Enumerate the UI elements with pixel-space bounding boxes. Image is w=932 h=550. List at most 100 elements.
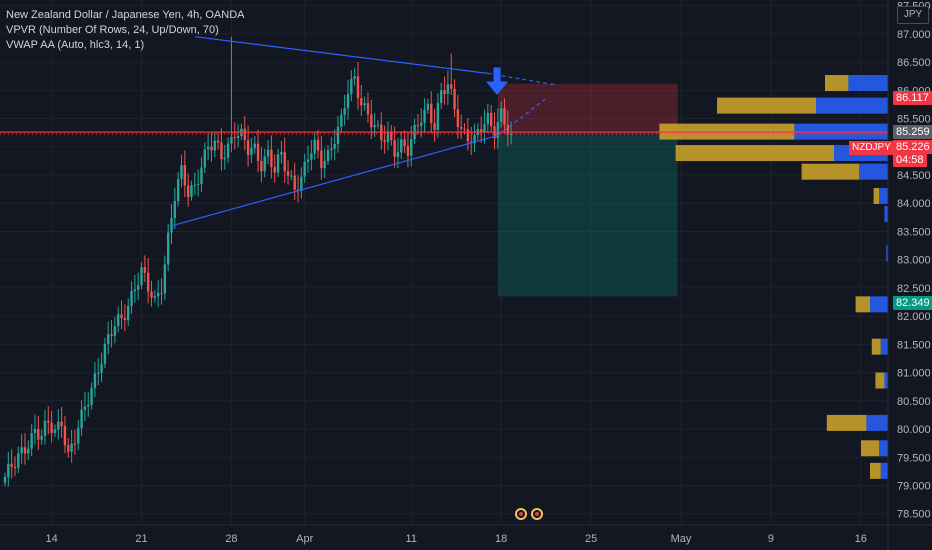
candle xyxy=(213,140,216,151)
volume-bar-up xyxy=(879,187,888,204)
event-icon[interactable] xyxy=(515,508,527,520)
price-tag-lower: 82.349 xyxy=(893,296,932,310)
candle xyxy=(270,149,273,168)
candle xyxy=(266,149,270,157)
x-tick-label: 14 xyxy=(45,533,57,545)
x-tick-label: 25 xyxy=(585,533,597,545)
candle xyxy=(223,157,226,160)
volume-bar-up xyxy=(884,372,888,389)
x-tick-label: 28 xyxy=(225,533,237,545)
volume-bar-up xyxy=(866,414,888,431)
volume-bar-down xyxy=(861,440,879,457)
candle xyxy=(323,160,326,169)
candle xyxy=(93,373,97,389)
candle xyxy=(486,112,490,125)
candle xyxy=(410,139,413,156)
candle xyxy=(313,139,316,154)
candle xyxy=(250,147,253,156)
vpvr-indicator-label[interactable]: VPVR (Number Of Rows, 24, Up/Down, 70) xyxy=(6,24,219,36)
candle xyxy=(190,185,193,197)
event-icon[interactable] xyxy=(531,508,543,520)
candle xyxy=(350,78,353,95)
candle xyxy=(340,114,343,127)
candle xyxy=(130,291,133,306)
candle xyxy=(186,185,190,197)
volume-bar-down xyxy=(675,145,834,162)
candle xyxy=(489,112,493,127)
candle xyxy=(293,175,296,190)
candle xyxy=(353,76,356,79)
candle xyxy=(123,317,127,321)
candle xyxy=(53,429,57,434)
candle xyxy=(430,103,433,124)
candle xyxy=(97,372,100,374)
candle xyxy=(40,435,43,440)
volume-bar-up xyxy=(886,245,888,262)
candle xyxy=(216,140,220,143)
candle xyxy=(393,139,396,157)
candle xyxy=(180,165,183,180)
volume-bar-up xyxy=(884,206,888,223)
candle xyxy=(333,144,336,149)
candle xyxy=(63,426,67,446)
y-tick-label: 86.500 xyxy=(897,57,931,69)
symbol-title[interactable]: New Zealand Dollar / Japanese Yen, 4h, O… xyxy=(6,9,245,21)
candle xyxy=(137,285,140,290)
volume-bar-up xyxy=(848,75,888,92)
candle xyxy=(183,165,187,186)
vwap-indicator-label[interactable]: VWAP AA (Auto, hlc3, 14, 1) xyxy=(6,39,145,51)
legend: New Zealand Dollar / Japanese Yen, 4h, O… xyxy=(6,8,244,53)
y-tick-label: 85.500 xyxy=(897,114,931,126)
y-tick-label: 80.500 xyxy=(897,396,931,408)
price-tag-upper: 86.117 xyxy=(893,91,932,105)
currency-button[interactable]: JPY xyxy=(897,6,929,24)
candle xyxy=(150,291,153,298)
candle xyxy=(509,134,513,136)
candle xyxy=(67,445,70,452)
candle xyxy=(450,84,453,89)
candle xyxy=(113,326,117,336)
candle xyxy=(460,127,463,129)
candle xyxy=(300,176,303,191)
candle xyxy=(420,122,423,126)
short-position-tool xyxy=(497,83,678,297)
candle xyxy=(103,343,107,364)
candle xyxy=(433,123,436,130)
candle xyxy=(260,160,263,172)
candle xyxy=(403,139,406,146)
candle xyxy=(206,146,210,150)
y-tick-label: 79.500 xyxy=(897,452,931,464)
candle xyxy=(226,143,230,158)
candle xyxy=(120,314,123,318)
candle xyxy=(233,136,236,138)
candle xyxy=(203,149,206,168)
candle xyxy=(246,140,250,156)
candle xyxy=(396,152,400,157)
candle xyxy=(499,108,503,122)
candle xyxy=(466,129,470,142)
candle xyxy=(127,305,130,321)
volume-bar-up xyxy=(880,338,888,355)
candle xyxy=(23,447,27,454)
volume-bar-down xyxy=(826,414,867,431)
candle xyxy=(303,161,306,177)
stop-loss-zone xyxy=(497,83,678,133)
x-tick-label: May xyxy=(671,533,692,545)
take-profit-zone xyxy=(497,132,678,297)
volume-bar-down xyxy=(875,372,885,389)
volume-bar-down xyxy=(825,75,849,92)
candle xyxy=(57,421,60,430)
candle xyxy=(80,409,83,429)
candle xyxy=(273,167,276,173)
candle xyxy=(166,232,170,265)
candle xyxy=(140,267,143,286)
candle xyxy=(446,84,450,94)
candle xyxy=(483,124,486,133)
candle xyxy=(100,363,103,373)
candle xyxy=(37,428,40,440)
volume-profile xyxy=(659,75,888,479)
candle xyxy=(306,159,310,162)
volume-bar-down xyxy=(855,296,870,313)
volume-bar-down xyxy=(717,97,816,114)
